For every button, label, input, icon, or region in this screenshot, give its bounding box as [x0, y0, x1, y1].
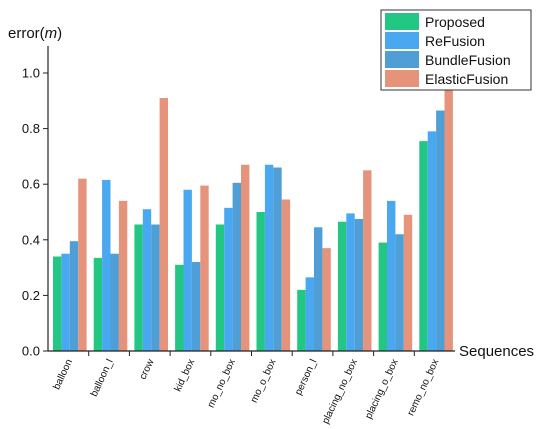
legend-label-refusion: ReFusion	[425, 33, 485, 49]
y-tick-label: 0.2	[22, 288, 40, 303]
x-tick-label: remo_no_box	[406, 358, 442, 418]
bar-elasticfusion-placing_no_box	[363, 170, 372, 351]
y-axis-title-unit: m	[45, 25, 58, 42]
bar-proposed-person_l	[297, 289, 306, 351]
bar-bundlefusion-kid_box	[191, 262, 201, 351]
x-tick-label: crow	[138, 357, 157, 381]
x-tick-label: balloon	[51, 358, 75, 392]
bar-bundlefusion-placing_o_box	[395, 234, 404, 351]
bar-refusion-placing_no_box	[346, 213, 355, 351]
bar-proposed-placing_o_box	[378, 242, 387, 351]
bar-refusion-balloon_l	[102, 180, 111, 351]
bar-proposed-balloon_l	[93, 257, 103, 351]
bar-bundlefusion-crow	[151, 224, 160, 351]
bar-refusion-balloon	[61, 253, 70, 351]
bar-elasticfusion-kid_box	[200, 185, 209, 351]
bar-proposed-balloon	[53, 256, 62, 351]
x-axis-title: Sequences	[459, 343, 534, 360]
bar-refusion-kid_box	[183, 189, 192, 351]
legend-swatch-proposed	[385, 13, 419, 30]
x-tick-label: mo_no_box	[206, 358, 238, 410]
bar-proposed-placing_no_box	[337, 221, 347, 351]
y-tick-label: 0.4	[22, 232, 40, 247]
bar-elasticfusion-balloon	[78, 178, 87, 351]
bar-elasticfusion-mo_o_box	[281, 199, 291, 351]
bar-proposed-kid_box	[175, 264, 184, 351]
legend-label-bundlefusion: BundleFusion	[425, 52, 511, 68]
legend: Proposed ReFusion BundleFusion ElasticFusio…	[380, 9, 532, 91]
x-tick-label: kid_box	[173, 358, 198, 394]
y-tick-label: 1.0	[22, 66, 40, 81]
legend-label-elasticfusion: ElasticFusion	[425, 71, 508, 87]
bar-proposed-mo_o_box	[256, 212, 265, 351]
bar-bundlefusion-placing_no_box	[354, 218, 364, 351]
bar-elasticfusion-mo_no_box	[241, 164, 250, 351]
bar-refusion-person_l	[305, 277, 314, 351]
legend-swatch-refusion	[385, 32, 419, 49]
y-tick-label: 0.0	[22, 344, 40, 359]
x-tick-label: placing_no_box	[320, 358, 360, 426]
bar-refusion-remo_no_box	[427, 131, 437, 351]
x-tick-label: placing_o_box	[363, 358, 400, 421]
bar-elasticfusion-person_l	[322, 248, 331, 351]
y-axis-title-main: error(	[8, 25, 45, 42]
bar-bundlefusion-person_l	[314, 227, 323, 351]
y-axis-title: error(m)	[8, 25, 62, 42]
x-tick-label: person_l	[293, 358, 319, 397]
bar-refusion-mo_no_box	[224, 207, 233, 351]
bar-elasticfusion-balloon_l	[118, 200, 128, 351]
bar-refusion-mo_o_box	[264, 164, 274, 351]
x-tick-label: mo_o_box	[249, 358, 279, 405]
bar-bundlefusion-balloon	[69, 241, 79, 351]
bar-bundlefusion-remo_no_box	[436, 110, 445, 351]
bar-bundlefusion-mo_no_box	[232, 182, 241, 351]
legend-swatch-bundlefusion	[385, 51, 419, 68]
bar-bundlefusion-balloon_l	[110, 253, 119, 351]
bar-proposed-crow	[134, 224, 143, 351]
bar-elasticfusion-remo_no_box	[444, 84, 453, 352]
x-tick-label: balloon_l	[89, 358, 116, 399]
bar-refusion-placing_o_box	[387, 200, 396, 351]
bar-refusion-crow	[142, 209, 152, 351]
bar-proposed-mo_no_box	[215, 224, 225, 351]
bar-elasticfusion-placing_o_box	[403, 214, 413, 351]
legend-swatch-elasticfusion	[385, 70, 419, 87]
x-ticks: balloon balloon_l crow kid_box mo_no_box mo_o…	[51, 351, 441, 426]
y-tick-label: 0.6	[22, 177, 40, 192]
y-tick-label: 0.8	[22, 121, 40, 136]
bar-proposed-remo_no_box	[419, 141, 428, 351]
bars-layer	[53, 84, 453, 352]
legend-label-proposed: Proposed	[425, 14, 485, 30]
y-ticks: 0.0 0.2 0.4 0.6 0.8 1.0	[22, 66, 48, 359]
bar-elasticfusion-crow	[159, 98, 168, 352]
y-axis-title-close: )	[57, 25, 62, 42]
bar-bundlefusion-mo_o_box	[273, 167, 282, 351]
